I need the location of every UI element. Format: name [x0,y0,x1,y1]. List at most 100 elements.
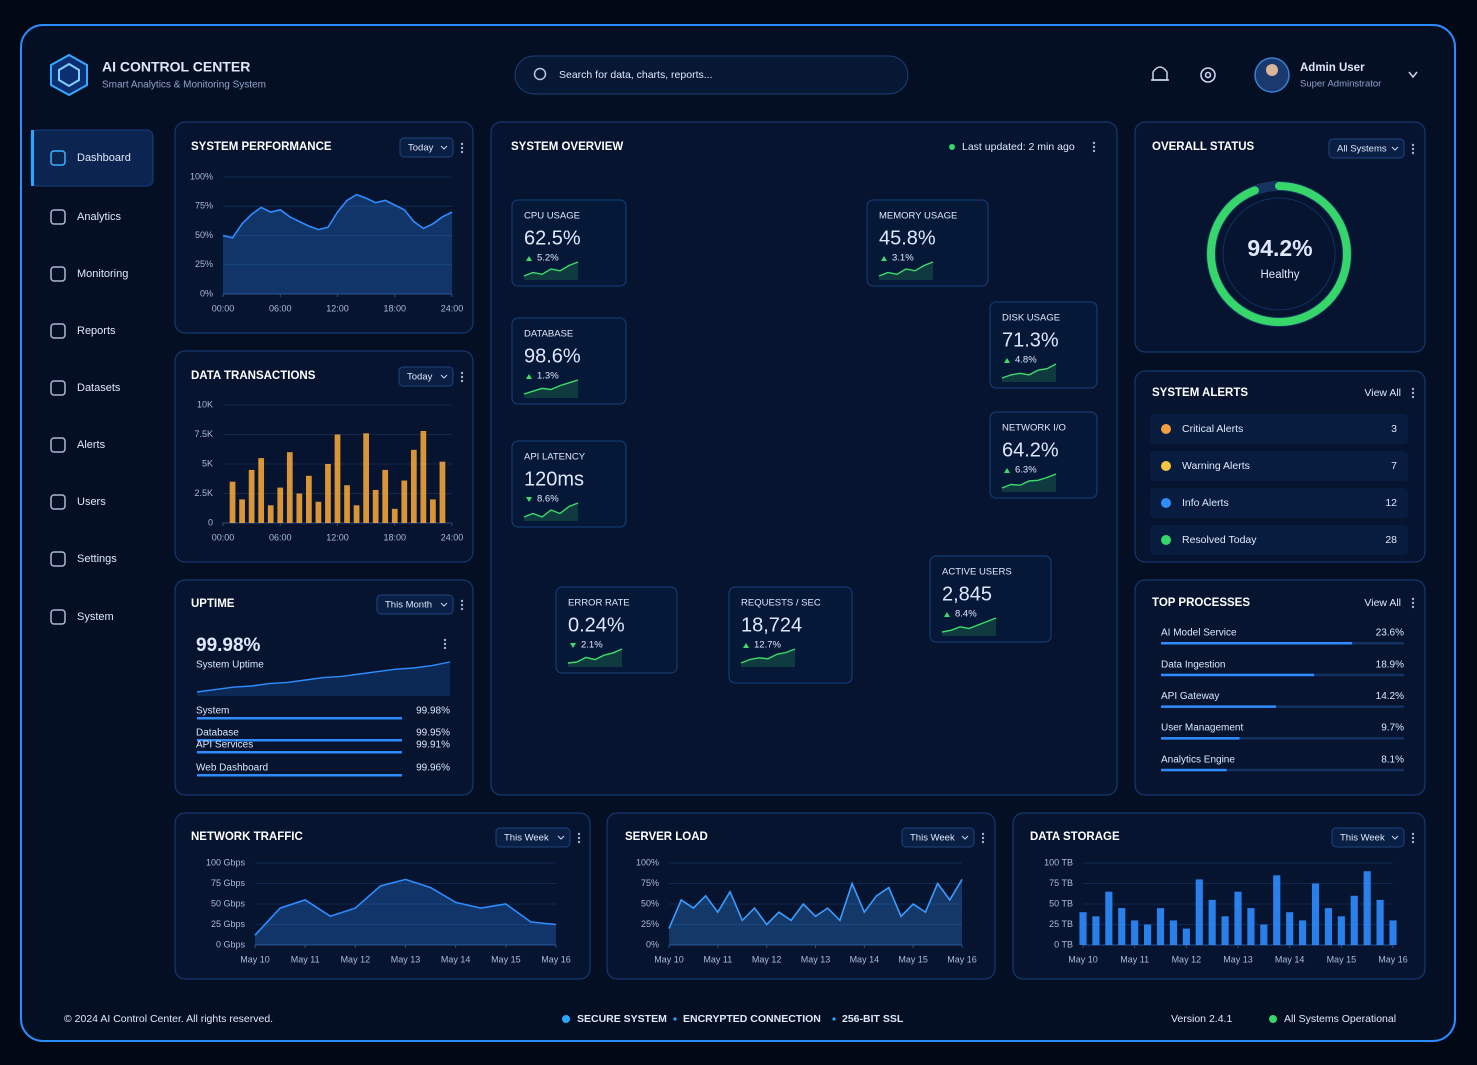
metric-card [866,199,989,287]
process-name: Analytics Engine [1161,754,1235,765]
x-tick-label: May 11 [291,954,320,964]
panel-title: SERVER LOAD [625,831,708,843]
menu-dot [1092,149,1096,153]
bar [1311,883,1320,945]
gauge-inner [1222,197,1336,311]
x-tick-label: May 15 [491,954,521,964]
bell-icon[interactable] [1151,66,1169,81]
y-tick-label: 2.5K [194,488,213,498]
x-tick-label: May 10 [240,954,270,964]
nav-item[interactable]: Settings [77,553,117,565]
dropdown[interactable] [399,137,454,158]
view-all[interactable]: View All [1364,597,1401,609]
menu-dot [1411,391,1415,395]
line [668,878,963,929]
nav-indicator [31,130,34,186]
menu-dot [1411,605,1415,609]
alert-icon [1161,461,1171,471]
dropdown[interactable] [1328,138,1405,159]
metric-value: 0.24% [568,614,625,636]
bar [430,499,436,523]
bar [286,452,293,523]
menu-dot [1411,832,1415,836]
x-tick-label: 24:00 [441,303,464,313]
metric-name: REQUESTS / SEC [741,598,821,609]
nav-icon [50,494,66,510]
nav-item[interactable]: Dashboard [77,152,131,164]
nav-item[interactable]: Reports [77,325,116,337]
uptime-bar [197,751,402,754]
settings-icon[interactable] [1200,67,1216,83]
menu-dot [460,379,464,383]
y-tick-label: 0 TB [1054,939,1073,949]
nav-icon [50,609,66,625]
bar [267,505,274,523]
bar [325,464,331,523]
bar [372,489,379,523]
dropdown-label: This Week [910,833,955,844]
user-menu-chevron[interactable] [1408,71,1418,79]
metric-change: 6.3% [1015,465,1037,476]
x-tick-label: 06:00 [269,303,292,313]
live-dot [949,144,955,150]
nav-item[interactable]: Users [77,496,106,508]
x-tick-label: 12:00 [326,303,349,313]
process-value: 18.9% [1376,659,1404,670]
process-name: AI Model Service [1161,628,1237,639]
nav-icon [50,266,66,282]
nav-item[interactable]: Alerts [77,439,106,451]
x-tick-label: 06:00 [269,532,292,542]
metric-value: 71.3% [1002,329,1059,351]
view-all[interactable]: View All [1364,387,1401,399]
metric-value: 98.6% [524,345,581,367]
alert-count: 7 [1391,460,1397,472]
menu-dot [1411,387,1415,391]
dropdown[interactable] [376,594,454,615]
uptime-row-name: System [196,706,229,717]
sparkline-fill [568,649,622,667]
status-value: 94.2% [1247,235,1312,261]
y-tick-label: 25% [641,919,659,929]
dropdown-chevron [1391,835,1399,840]
process-bar [1161,642,1353,645]
dropdown-label: This Week [1340,833,1385,844]
status-state: Healthy [1261,269,1300,281]
alert-row [1150,414,1408,444]
metric-card [511,199,627,287]
uptime-row-name: Database [196,728,239,739]
nav-icon [50,150,66,166]
bar [1092,916,1100,945]
metric-change: 12.7% [754,640,781,651]
metric-name: CPU USAGE [524,211,580,222]
search-box[interactable] [514,55,909,95]
dropdown[interactable] [495,827,571,848]
nav-item[interactable]: Monitoring [77,268,128,280]
bar [363,433,369,523]
process-bar [1161,737,1240,740]
metric-value: 62.5% [524,227,581,249]
metric-change: 8.6% [537,494,559,505]
menu-dot [981,836,985,840]
y-tick-label: 50 Gbps [211,898,246,908]
bar [439,461,446,523]
alert-name: Info Alerts [1182,497,1229,509]
sparkline [1001,363,1057,379]
menu-dot [460,607,464,611]
nav-item[interactable]: Analytics [77,211,122,223]
sparkline [523,261,579,277]
change-arrow [526,374,532,379]
metric-change: 1.3% [537,371,559,382]
metric-name: DISK USAGE [1002,313,1060,324]
x-tick-label: May 13 [801,954,831,964]
dropdown[interactable] [398,366,454,387]
dropdown[interactable] [901,827,975,848]
dropdown[interactable] [1331,827,1405,848]
bar [1195,879,1203,945]
metric-name: MEMORY USAGE [879,211,957,222]
metric-value: 2,845 [942,583,992,605]
nav-icon [50,551,66,567]
version: Version 2.4.1 [1171,1013,1232,1025]
nav-item[interactable]: Datasets [77,382,121,394]
avatar-face [1266,64,1278,76]
nav-item[interactable]: System [77,611,114,623]
